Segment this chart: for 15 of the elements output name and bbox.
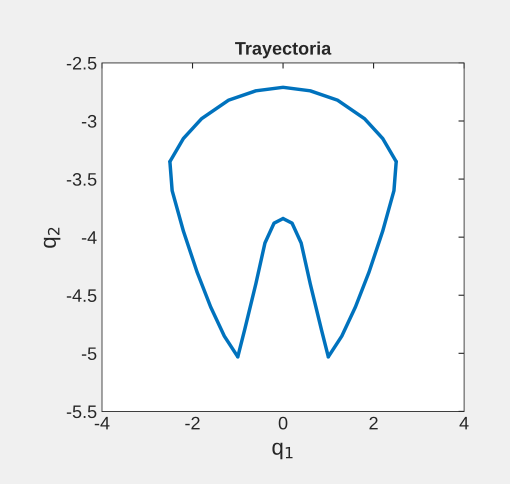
y-tick-label: -5	[82, 347, 96, 360]
chart-title: Trayectoria	[235, 42, 332, 58]
y-tick-label: -3	[82, 114, 96, 128]
y-tick-label: -4	[82, 231, 97, 244]
x-tick-label: 4	[459, 416, 469, 430]
x-tick-label: 2	[369, 416, 378, 430]
x-axis-title: q$_{1}$	[272, 442, 293, 460]
y-tick-label: -2.5	[66, 56, 96, 70]
x-tick-label: 0	[278, 416, 288, 430]
y-axis-title: q$_{2}$	[44, 228, 60, 248]
x-tick-label: -4	[94, 416, 110, 430]
x-tick-label: -2	[185, 416, 200, 430]
y-tick-label: -3.5	[66, 173, 96, 186]
y-tick-label: -4.5	[66, 289, 96, 302]
y-tick-label: -5.5	[66, 406, 96, 418]
